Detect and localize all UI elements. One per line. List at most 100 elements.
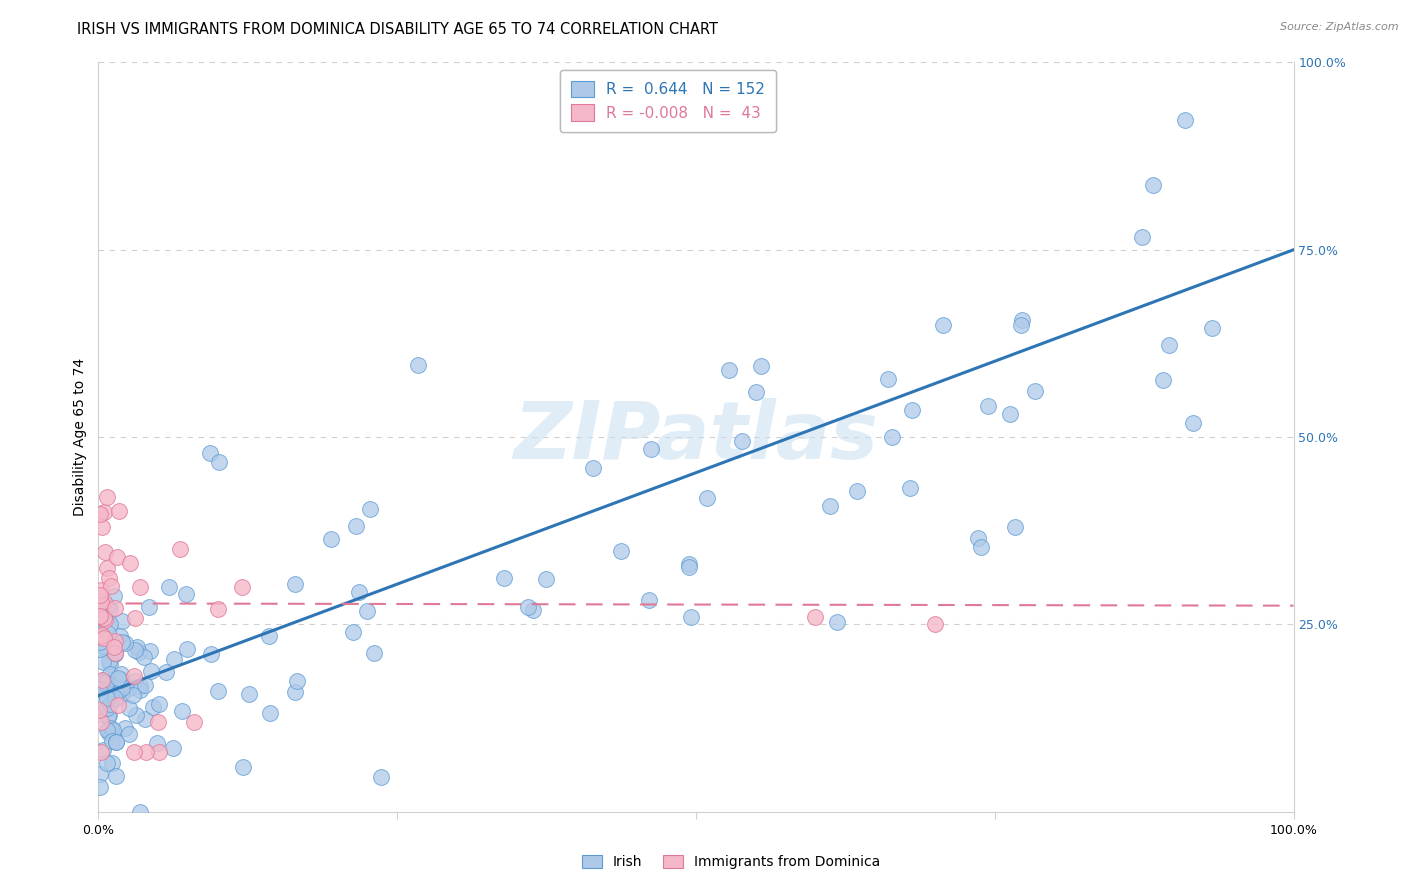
Point xyxy=(534,572,557,586)
Point xyxy=(97,726,120,740)
Point xyxy=(104,647,127,661)
Point xyxy=(172,704,194,718)
Point xyxy=(96,490,118,504)
Legend: R =  0.644   N = 152, R = -0.008   N =  43: R = 0.644 N = 152, R = -0.008 N = 43 xyxy=(560,70,776,132)
Point xyxy=(96,561,118,575)
Point xyxy=(134,678,156,692)
Point xyxy=(101,734,124,748)
Point xyxy=(89,691,111,706)
Legend: Irish, Immigrants from Dominica: Irish, Immigrants from Dominica xyxy=(575,848,887,876)
Y-axis label: Disability Age 65 to 74: Disability Age 65 to 74 xyxy=(73,358,87,516)
Point xyxy=(1024,384,1046,398)
Point xyxy=(93,611,115,625)
Point xyxy=(347,584,370,599)
Point xyxy=(100,579,122,593)
Point xyxy=(363,646,385,660)
Point xyxy=(101,723,124,737)
Point xyxy=(93,673,115,688)
Point xyxy=(198,446,221,460)
Point xyxy=(107,671,129,685)
Point xyxy=(129,679,152,693)
Point xyxy=(208,455,231,469)
Point xyxy=(238,687,260,701)
Point xyxy=(718,363,741,377)
Point xyxy=(284,577,307,591)
Point xyxy=(96,701,118,715)
Point xyxy=(93,595,115,609)
Point xyxy=(104,691,127,706)
Point xyxy=(1152,373,1174,387)
Point xyxy=(97,626,120,640)
Point xyxy=(1201,321,1223,335)
Point xyxy=(285,673,308,688)
Point xyxy=(183,714,205,729)
Text: ZIPatlas: ZIPatlas xyxy=(513,398,879,476)
Point xyxy=(101,756,124,770)
Point xyxy=(124,611,146,625)
Point xyxy=(231,580,253,594)
Point xyxy=(901,403,924,417)
Point xyxy=(804,610,827,624)
Point xyxy=(98,602,121,616)
Point xyxy=(98,570,121,584)
Point xyxy=(111,681,134,695)
Point xyxy=(1010,318,1032,332)
Point xyxy=(200,647,222,661)
Point xyxy=(90,595,112,609)
Point xyxy=(877,372,900,386)
Point xyxy=(745,385,768,400)
Point xyxy=(96,690,118,705)
Point xyxy=(118,556,141,570)
Point xyxy=(93,639,115,653)
Point xyxy=(370,771,392,785)
Point xyxy=(93,545,115,559)
Point xyxy=(90,520,112,534)
Point xyxy=(89,780,111,795)
Point xyxy=(522,603,544,617)
Point xyxy=(162,652,184,666)
Point xyxy=(110,635,132,649)
Point xyxy=(90,745,112,759)
Point xyxy=(114,721,136,735)
Point xyxy=(118,681,141,696)
Point xyxy=(89,507,111,521)
Point xyxy=(155,665,177,679)
Point xyxy=(89,603,111,617)
Point xyxy=(90,631,112,645)
Point xyxy=(818,499,841,513)
Point xyxy=(751,359,773,373)
Point xyxy=(127,640,149,654)
Point xyxy=(148,714,170,729)
Point xyxy=(96,756,118,771)
Point xyxy=(898,481,921,495)
Point xyxy=(1130,230,1153,244)
Point xyxy=(207,683,229,698)
Point xyxy=(118,700,141,714)
Point xyxy=(124,745,146,759)
Point xyxy=(104,672,127,686)
Point xyxy=(125,707,148,722)
Point xyxy=(827,615,849,630)
Point xyxy=(96,723,118,738)
Point xyxy=(89,588,111,602)
Point xyxy=(94,613,117,627)
Point xyxy=(257,629,280,643)
Point xyxy=(259,706,281,720)
Point xyxy=(730,434,752,449)
Point xyxy=(89,766,111,780)
Point xyxy=(87,682,110,697)
Point xyxy=(91,679,114,693)
Text: Source: ZipAtlas.com: Source: ZipAtlas.com xyxy=(1281,22,1399,32)
Point xyxy=(162,741,184,756)
Point xyxy=(89,703,111,717)
Point xyxy=(91,673,114,687)
Point xyxy=(91,628,114,642)
Point xyxy=(284,685,307,699)
Point xyxy=(97,723,120,737)
Point xyxy=(134,712,156,726)
Point xyxy=(845,483,868,498)
Point xyxy=(1181,416,1204,430)
Point xyxy=(104,646,127,660)
Point xyxy=(169,542,191,557)
Point xyxy=(93,742,115,756)
